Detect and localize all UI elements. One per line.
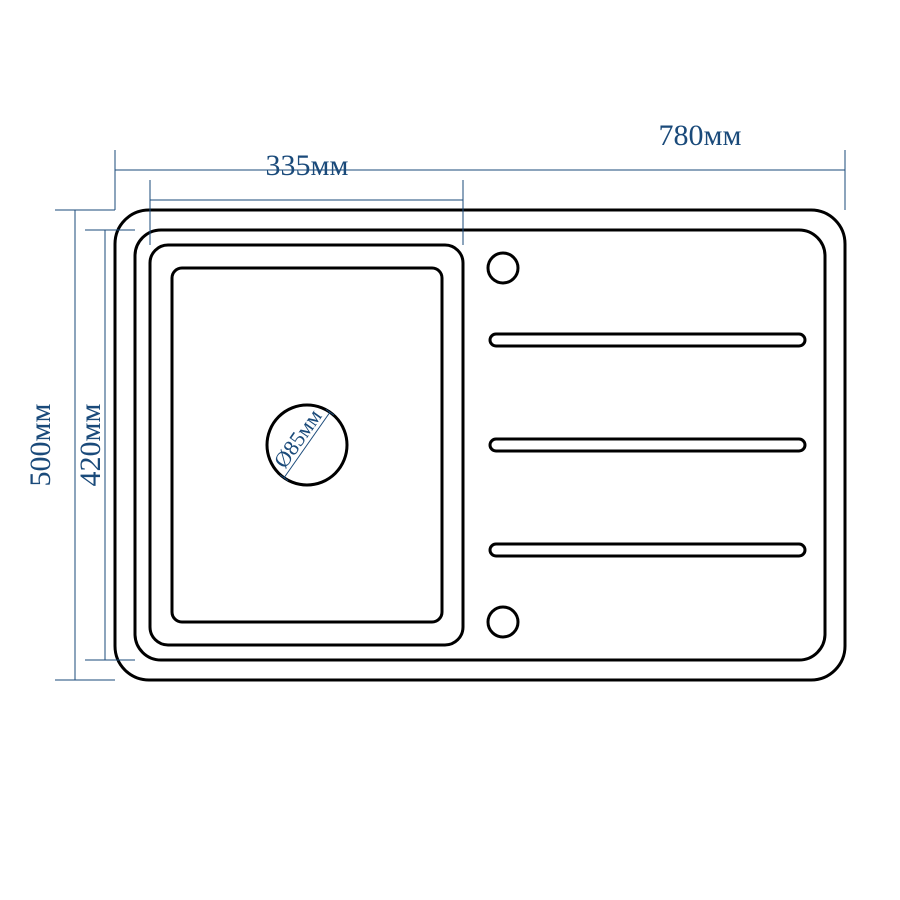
dim-label: 500мм (24, 404, 57, 487)
dim-label: 420мм (74, 404, 107, 487)
dim-label: 335мм (266, 149, 349, 182)
dim-label: 780мм (659, 119, 742, 152)
